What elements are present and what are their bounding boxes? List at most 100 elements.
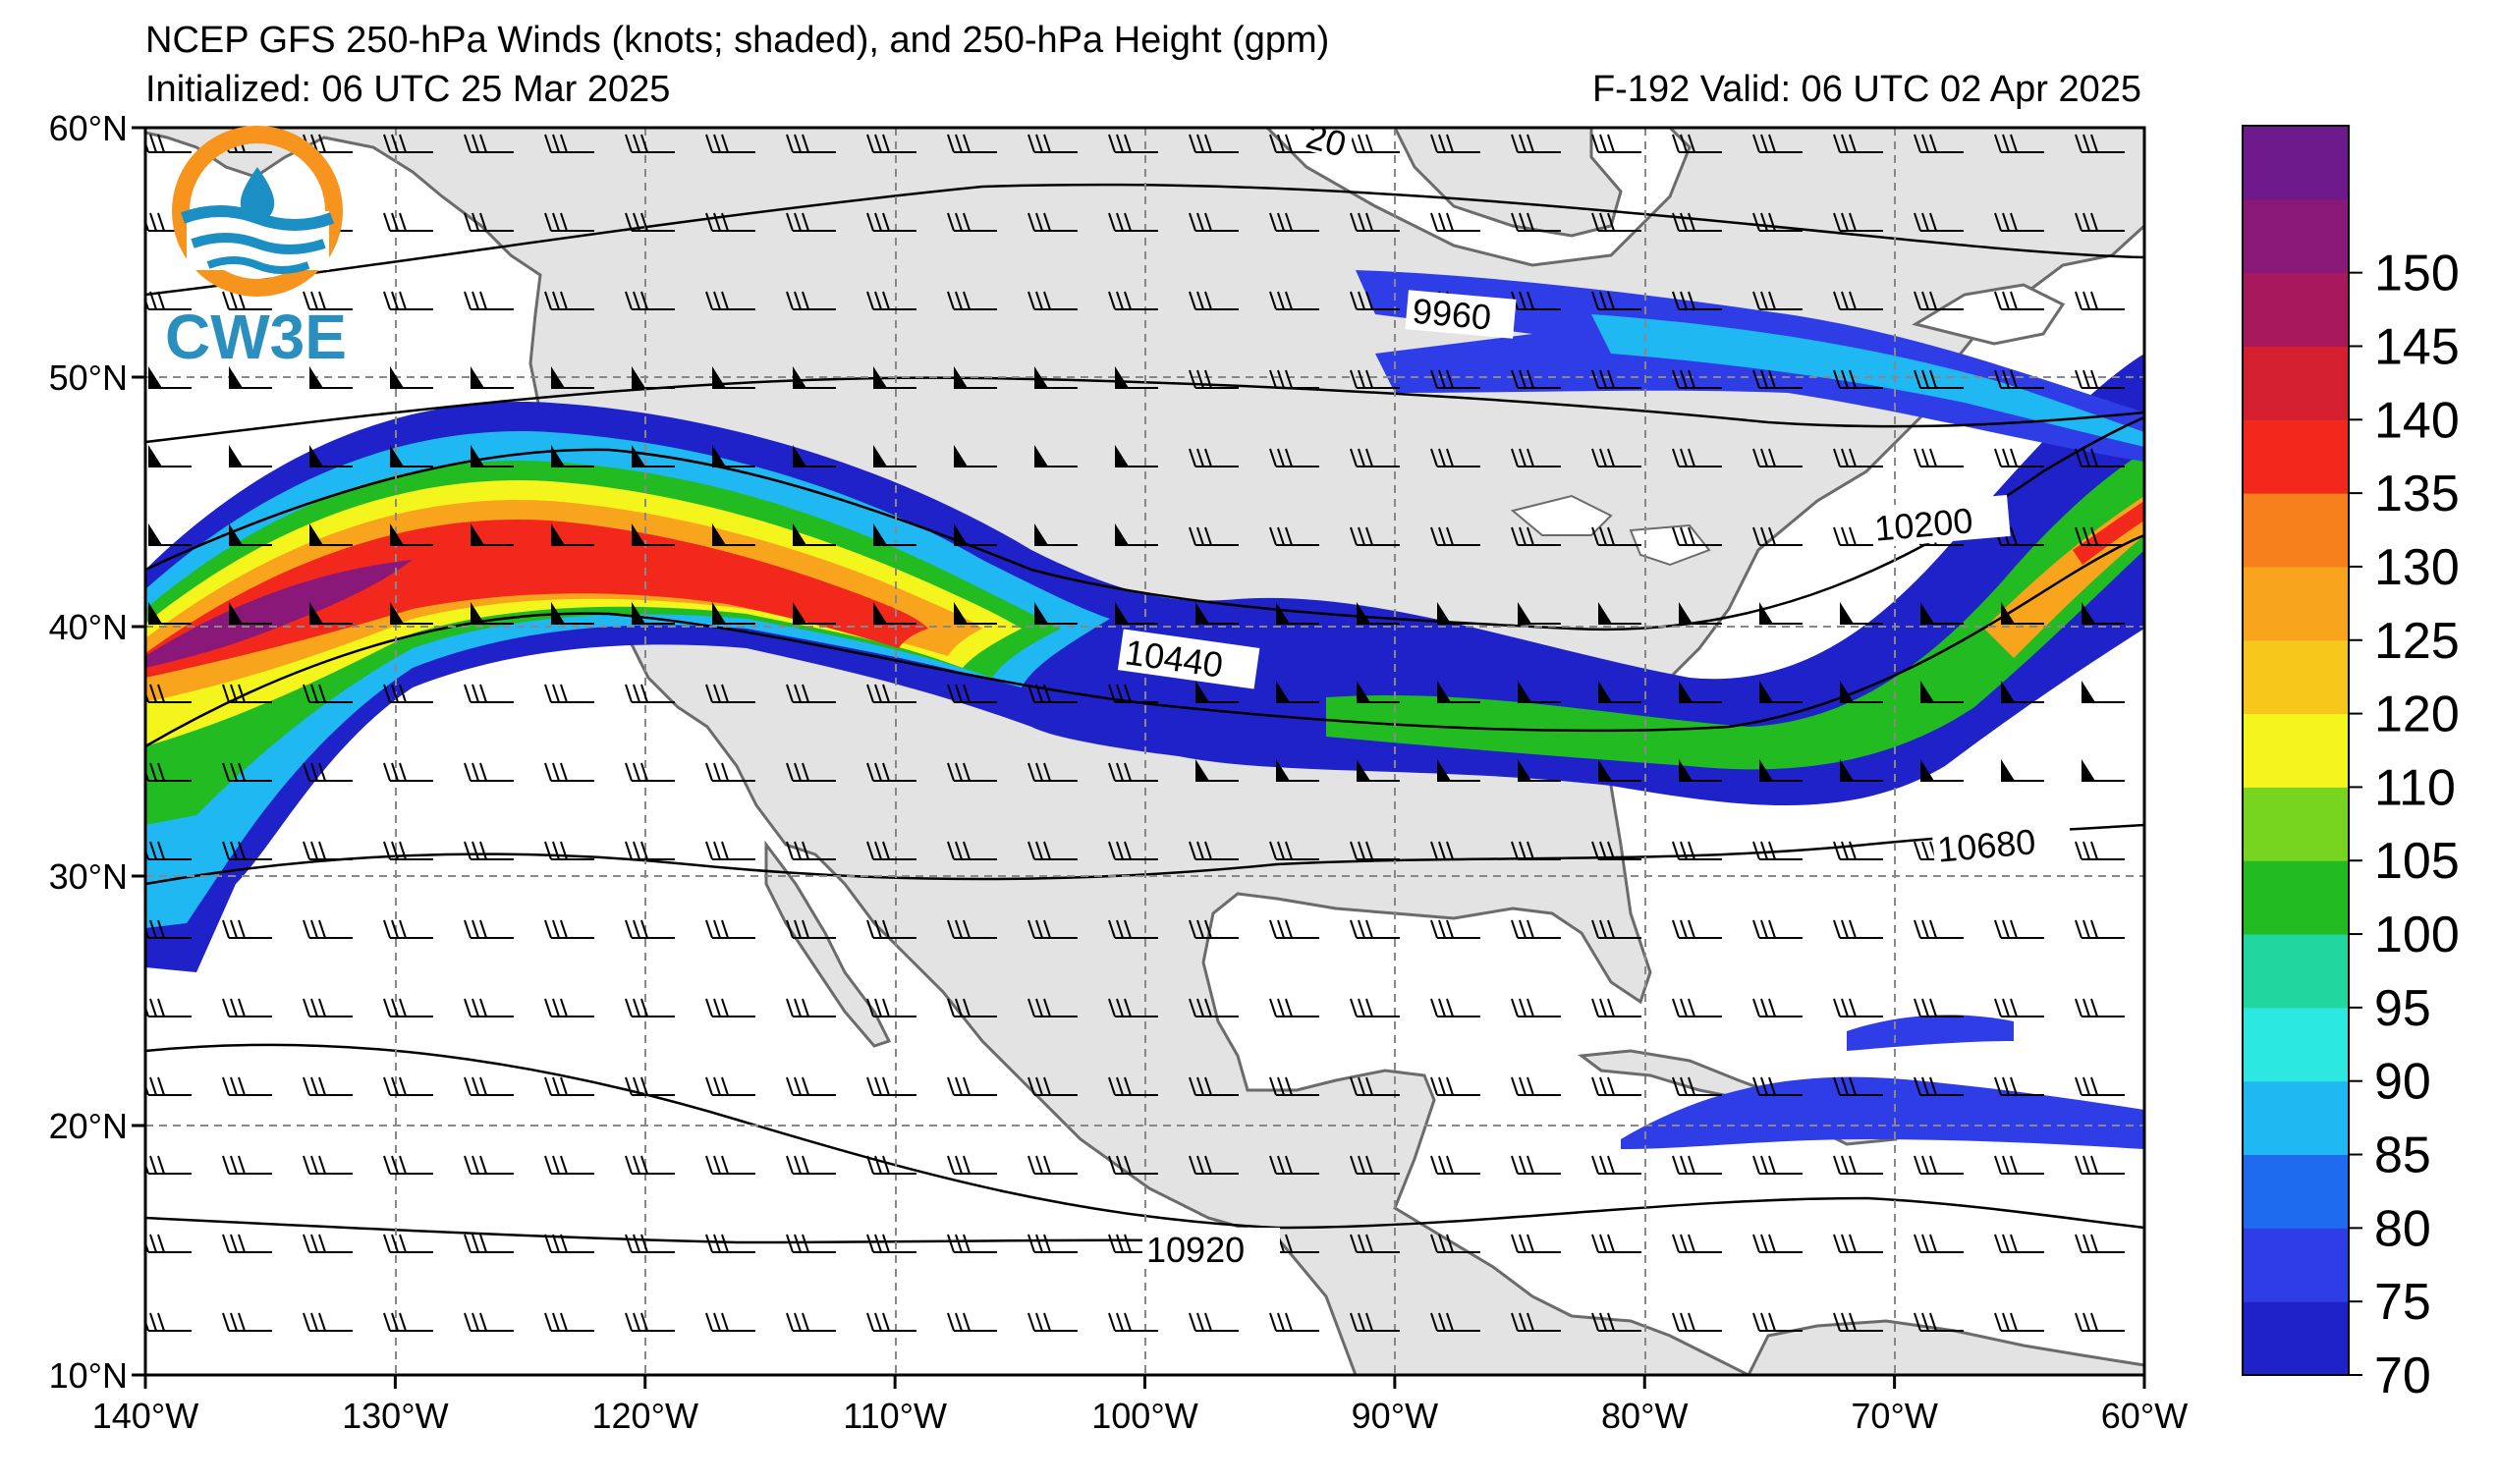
wind-barb — [1269, 526, 1319, 546]
wind-barb — [2082, 759, 2125, 782]
wind-barb — [866, 919, 916, 939]
wind-barb — [222, 1234, 272, 1253]
wind-barb — [786, 762, 836, 782]
wind-barb — [1108, 762, 1158, 782]
wind-barb — [1269, 291, 1319, 310]
wind-barb — [1914, 212, 1964, 232]
wind-barb — [1518, 602, 1561, 625]
wind-barb — [873, 523, 916, 546]
wind-barb — [1269, 134, 1319, 153]
wind-barb — [1511, 1234, 1561, 1253]
wind-barb — [1591, 369, 1641, 389]
wind-barb — [705, 212, 755, 232]
wind-barb — [1591, 919, 1641, 939]
wind-barb — [1591, 212, 1641, 232]
wind-barb — [1994, 1076, 2044, 1096]
wind-barb — [464, 762, 514, 782]
wind-barb — [1430, 1234, 1480, 1253]
lon-tick-label: 90°W — [1352, 1396, 1438, 1436]
wind-barb — [947, 212, 997, 232]
wind-barb — [793, 602, 836, 625]
lat-tick-label: 40°N — [49, 607, 128, 647]
wind-barb — [873, 602, 916, 625]
wind-barb — [1430, 1312, 1480, 1332]
wind-barb — [544, 1234, 594, 1253]
wind-barb — [1914, 369, 1964, 389]
wind-barb — [1833, 841, 1883, 860]
colorbar-tick-label: 145 — [2374, 318, 2460, 375]
wind-barb — [1914, 1234, 1964, 1253]
wind-barb — [954, 366, 997, 389]
wind-barb — [1672, 291, 1722, 310]
wind-barb — [1350, 919, 1400, 939]
wind-barb — [1027, 134, 1078, 153]
wind-barb — [544, 841, 594, 860]
wind-barb — [1591, 998, 1641, 1017]
wind-barb — [1350, 369, 1400, 389]
wind-barb — [1276, 759, 1319, 782]
colorbar-segment — [2243, 272, 2349, 347]
wind-barb — [1914, 919, 1964, 939]
wind-barb — [1914, 1312, 1964, 1332]
wind-barb — [1269, 212, 1319, 232]
wind-barb — [145, 684, 192, 703]
wind-barb — [1511, 448, 1561, 467]
wind-barb — [383, 1155, 433, 1175]
wind-barb — [1189, 526, 1239, 546]
wind-barb — [947, 1076, 997, 1096]
wind-barb — [1833, 1312, 1883, 1332]
wind-barb — [866, 291, 916, 310]
wind-barb — [1350, 1234, 1400, 1253]
wind-barb — [705, 762, 755, 782]
wind-barb — [464, 1076, 514, 1096]
wind-barb — [1994, 919, 2044, 939]
colorbar-segment — [2243, 1007, 2349, 1082]
wind-barb — [625, 841, 675, 860]
wind-barb — [1672, 1076, 1722, 1096]
wind-barb — [866, 762, 916, 782]
colorbar-tick-label: 120 — [2374, 687, 2460, 743]
wind-barb — [1598, 602, 1641, 625]
wind-barb — [229, 602, 272, 625]
wind-barb — [1511, 526, 1561, 546]
initialized-time: Initialized: 06 UTC 25 Mar 2025 — [145, 69, 671, 110]
wind-barb — [1920, 759, 1964, 782]
wind-barb — [2001, 681, 2044, 703]
wind-barb — [390, 523, 433, 546]
wind-barb — [632, 602, 675, 625]
wind-barb — [866, 998, 916, 1017]
wind-barb — [1672, 841, 1722, 860]
wind-barb — [1833, 212, 1883, 232]
northern-jet-85 — [1591, 314, 2144, 447]
colorbar-segment — [2243, 566, 2349, 641]
wind-barb — [786, 291, 836, 310]
wind-barb — [145, 919, 192, 939]
wind-barb — [2075, 841, 2125, 860]
wind-barb — [786, 684, 836, 703]
wind-barb — [1518, 759, 1561, 782]
wind-barb — [1752, 448, 1803, 467]
wind-barb — [464, 841, 514, 860]
wind-barb — [383, 684, 433, 703]
wind-barb — [1994, 998, 2044, 1017]
hudson-bay-water — [1264, 128, 1692, 267]
wind-barb — [786, 1234, 836, 1253]
colorbar-segment — [2243, 126, 2349, 200]
wind-barb — [1189, 212, 1239, 232]
wind-barb — [383, 841, 433, 860]
wind-barb — [1189, 291, 1239, 310]
wind-barb — [954, 523, 997, 546]
wind-barb — [1994, 1155, 2044, 1175]
wind-barb — [947, 1312, 997, 1332]
wind-barb — [145, 1312, 192, 1332]
atlantic-jet-red — [2073, 501, 2144, 565]
wind-barb — [1189, 919, 1239, 939]
wind-barb — [712, 523, 755, 546]
colorbar-segment — [2243, 493, 2349, 568]
wind-barb — [1914, 998, 1964, 1017]
wind-barb — [1108, 684, 1158, 703]
wind-barb — [1994, 1234, 2044, 1253]
wind-barb — [1350, 134, 1400, 153]
wind-barb — [1672, 998, 1722, 1017]
wind-barb — [625, 212, 675, 232]
